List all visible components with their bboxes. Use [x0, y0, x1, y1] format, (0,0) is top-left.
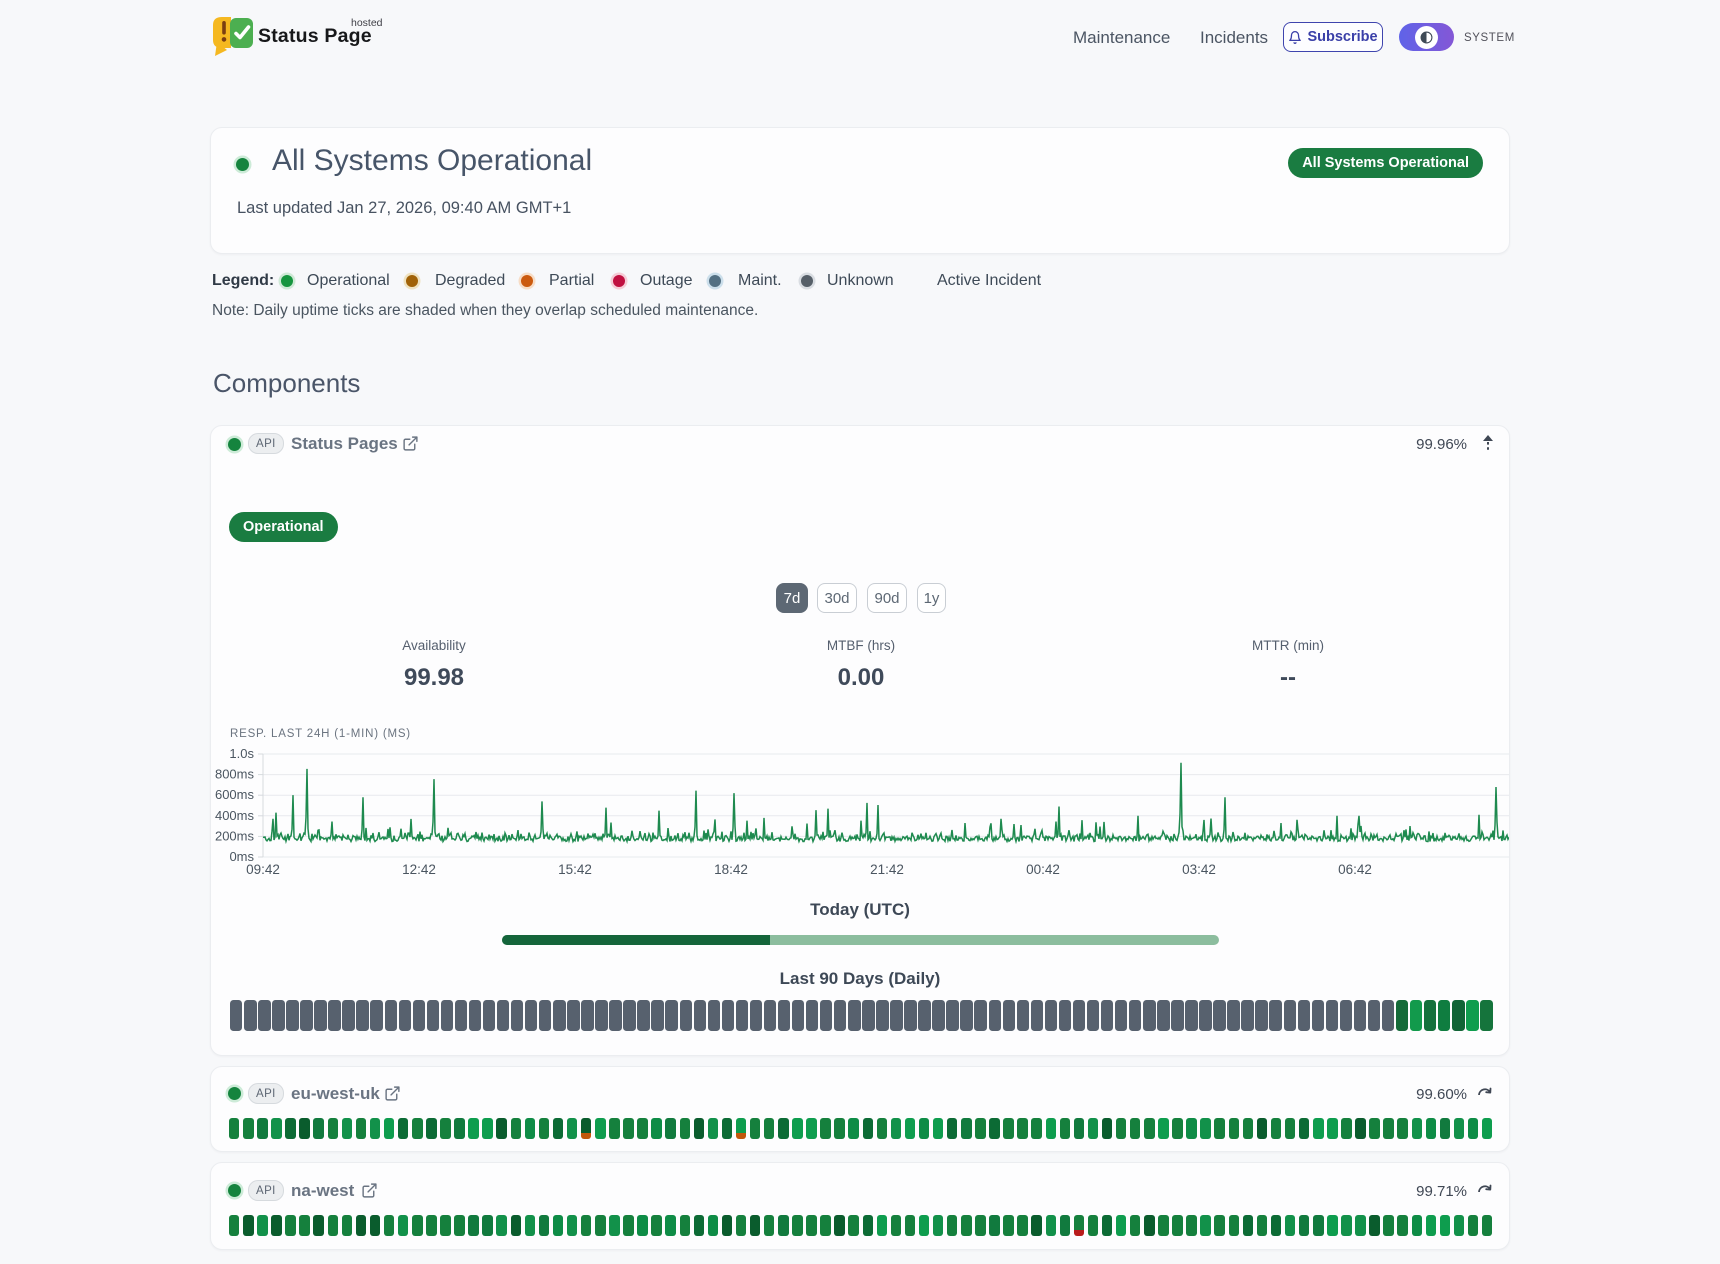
svg-text:0ms: 0ms	[229, 849, 254, 864]
svg-text:800ms: 800ms	[215, 767, 255, 782]
svg-text:06:42: 06:42	[1338, 862, 1372, 877]
svg-text:12:42: 12:42	[402, 862, 436, 877]
svg-text:200ms: 200ms	[215, 828, 255, 843]
svg-text:18:42: 18:42	[714, 862, 748, 877]
svg-text:400ms: 400ms	[215, 808, 255, 823]
svg-text:1.0s: 1.0s	[229, 746, 254, 761]
svg-text:600ms: 600ms	[215, 787, 255, 802]
svg-text:00:42: 00:42	[1026, 862, 1060, 877]
svg-text:09:42: 09:42	[246, 862, 280, 877]
svg-text:03:42: 03:42	[1182, 862, 1216, 877]
svg-text:15:42: 15:42	[558, 862, 592, 877]
svg-text:21:42: 21:42	[870, 862, 904, 877]
